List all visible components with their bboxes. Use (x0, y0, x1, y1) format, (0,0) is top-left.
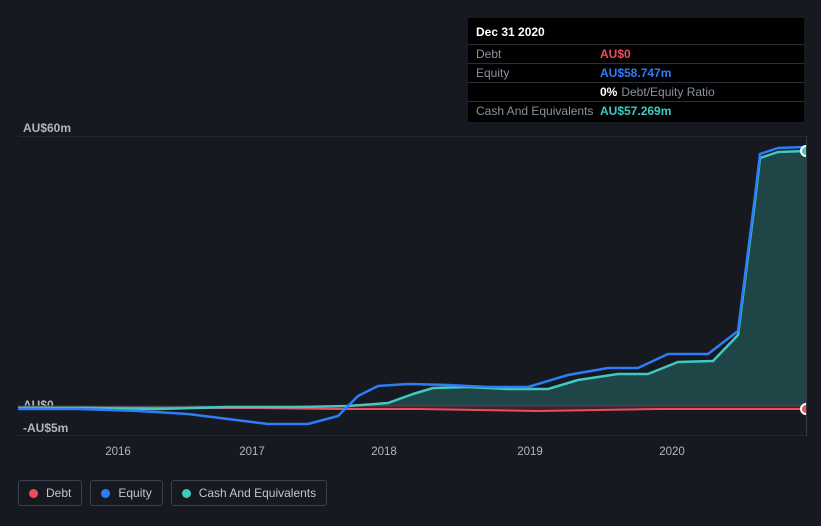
tooltip-row-debt: Debt AU$0 (468, 44, 804, 63)
circle-icon (29, 489, 38, 498)
tooltip-label (476, 85, 600, 99)
x-axis-tick: 2019 (517, 446, 543, 458)
legend-label: Debt (46, 486, 71, 500)
tooltip-label: Cash And Equivalents (476, 104, 600, 118)
circle-icon (182, 489, 191, 498)
x-axis-tick: 2018 (371, 446, 397, 458)
x-axis-tick: 2020 (659, 446, 685, 458)
legend-item-cash[interactable]: Cash And Equivalents (171, 480, 327, 506)
tooltip-label: Debt (476, 47, 600, 61)
x-axis: 2016 2017 2018 2019 2020 (18, 446, 806, 462)
tooltip-value: AU$0 (600, 47, 631, 61)
chart-cursor-line (806, 136, 807, 436)
tooltip-row-equity: Equity AU$58.747m (468, 63, 804, 82)
x-axis-tick: 2017 (239, 446, 265, 458)
tooltip-row-cash: Cash And Equivalents AU$57.269m (468, 101, 804, 120)
legend-item-equity[interactable]: Equity (90, 480, 162, 506)
circle-icon (101, 489, 110, 498)
x-axis-tick: 2016 (105, 446, 131, 458)
legend-item-debt[interactable]: Debt (18, 480, 82, 506)
tooltip-row-ratio: 0%Debt/Equity Ratio (468, 82, 804, 101)
y-axis-label: AU$60m (23, 121, 71, 135)
tooltip-value: AU$58.747m (600, 66, 671, 80)
tooltip-value: 0%Debt/Equity Ratio (600, 85, 715, 99)
chart-legend: Debt Equity Cash And Equivalents (18, 480, 327, 506)
legend-label: Equity (118, 486, 151, 500)
chart-tooltip: Dec 31 2020 Debt AU$0 Equity AU$58.747m … (468, 18, 804, 122)
tooltip-label: Equity (476, 66, 600, 80)
chart-plot-area[interactable] (18, 136, 806, 436)
legend-label: Cash And Equivalents (199, 486, 316, 500)
tooltip-value: AU$57.269m (600, 104, 671, 118)
tooltip-date: Dec 31 2020 (468, 22, 804, 44)
